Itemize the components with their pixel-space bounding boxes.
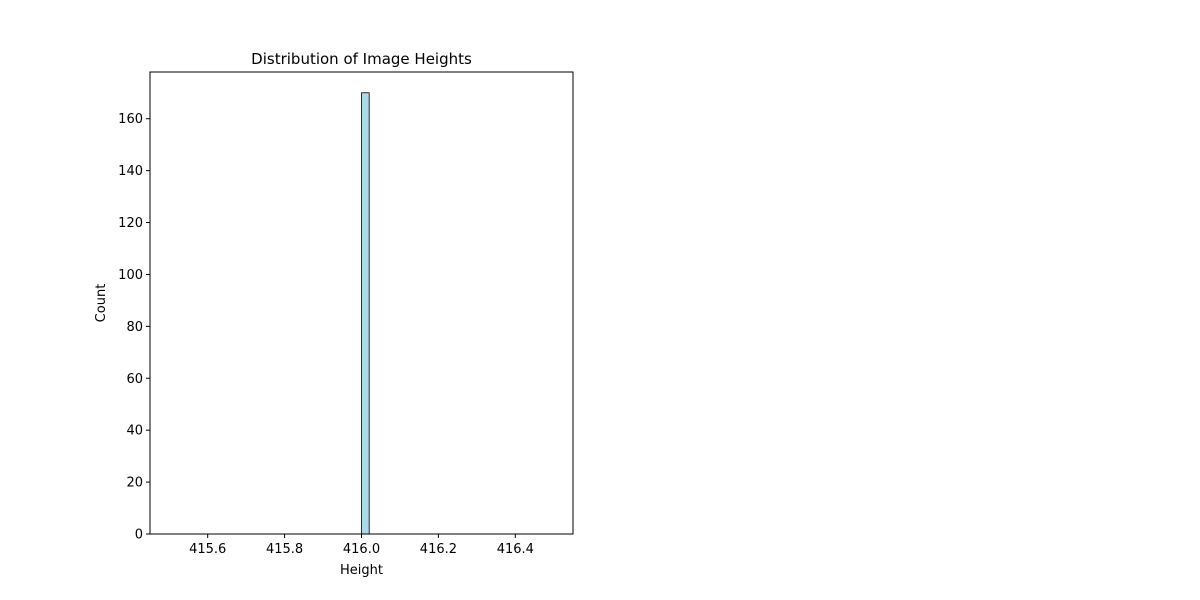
- y-tick-label: 20: [126, 476, 143, 491]
- y-tick-label: 140: [118, 164, 143, 179]
- plot-area: [149, 71, 574, 535]
- x-tick-label: 415.6: [189, 542, 226, 557]
- chart-title: Distribution of Image Heights: [251, 50, 472, 68]
- y-tick-label: 80: [126, 320, 143, 335]
- histogram-bar-0: [361, 92, 370, 535]
- x-tick-label: 416.0: [343, 542, 380, 557]
- y-tick-label: 120: [118, 216, 143, 231]
- y-tick-label: 160: [118, 112, 143, 127]
- y-tick-label: 0: [135, 528, 143, 543]
- x-axis: 415.6 415.8 416.0 416.2 416.4: [189, 534, 534, 557]
- x-tick-label: 416.4: [497, 542, 534, 557]
- x-axis-label: Height: [340, 563, 383, 578]
- y-tick-label: 100: [118, 268, 143, 283]
- y-tick-label: 60: [126, 372, 143, 387]
- y-tick-label: 40: [126, 424, 143, 439]
- x-tick-label: 416.2: [420, 542, 457, 557]
- y-axis: 0 20 40 60 80 100 120 140 160: [118, 112, 150, 543]
- x-tick-label: 415.8: [266, 542, 303, 557]
- bars-layer: [361, 92, 370, 535]
- y-axis-label: Count: [94, 284, 109, 323]
